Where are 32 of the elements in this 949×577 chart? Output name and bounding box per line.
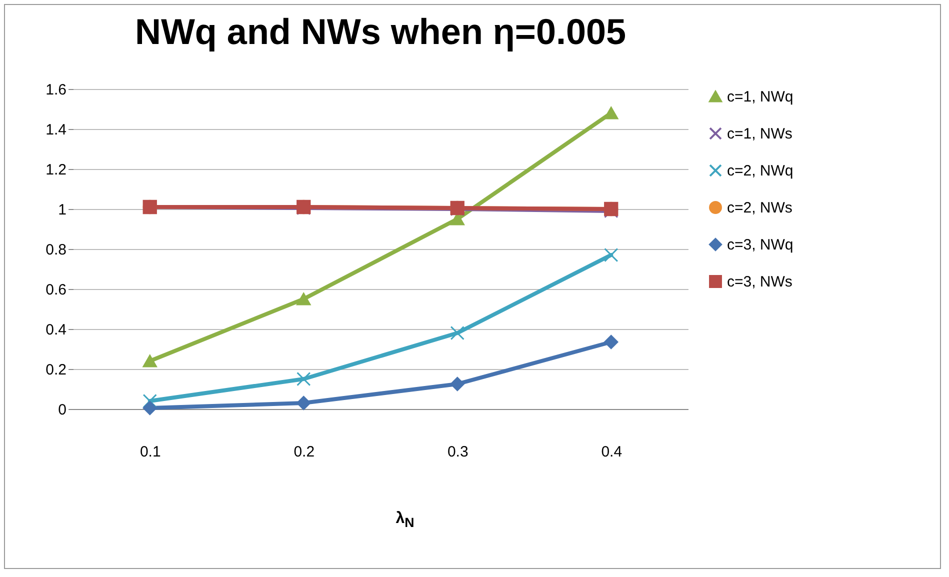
point — [296, 372, 311, 386]
legend-label: c=3, NWq — [727, 236, 794, 254]
point — [604, 106, 618, 120]
point — [296, 292, 311, 306]
y-tick-label: 0.8 — [46, 242, 66, 258]
point — [142, 394, 157, 408]
x-tick-label: 0.4 — [601, 444, 622, 460]
chart-title: NWq and NWs when η=0.005 — [134, 11, 626, 52]
point — [142, 400, 157, 416]
legend-label: c=1, NWq — [727, 88, 794, 106]
legend-label: c=3, NWs — [727, 274, 792, 290]
y-tick-label: 0.4 — [46, 322, 66, 338]
x-tick-label: 0.3 — [447, 444, 468, 460]
legend-label: c=1, NWs — [727, 126, 792, 142]
y-tick-label: 1.4 — [46, 122, 66, 138]
point — [450, 326, 464, 340]
point — [604, 248, 618, 262]
y-tick-label: 1 — [58, 202, 66, 218]
y-tick-label: 1.6 — [46, 82, 66, 98]
point — [296, 396, 311, 410]
point — [604, 334, 618, 350]
point — [142, 354, 157, 368]
x-tick-label: 0.1 — [140, 444, 161, 460]
legend-label: c=2, NWq — [727, 162, 794, 180]
legend-label: c=2, NWs — [727, 200, 792, 216]
x-axis-title: λ$_{N}$ — [394, 510, 416, 530]
y-tick-label: 0.6 — [46, 282, 66, 298]
point — [450, 376, 464, 392]
y-tick-label: 0 — [58, 402, 66, 418]
y-tick-label: 1.2 — [46, 162, 66, 178]
x-tick-label: 0.2 — [294, 444, 315, 460]
y-tick-label: 0.2 — [46, 362, 66, 378]
